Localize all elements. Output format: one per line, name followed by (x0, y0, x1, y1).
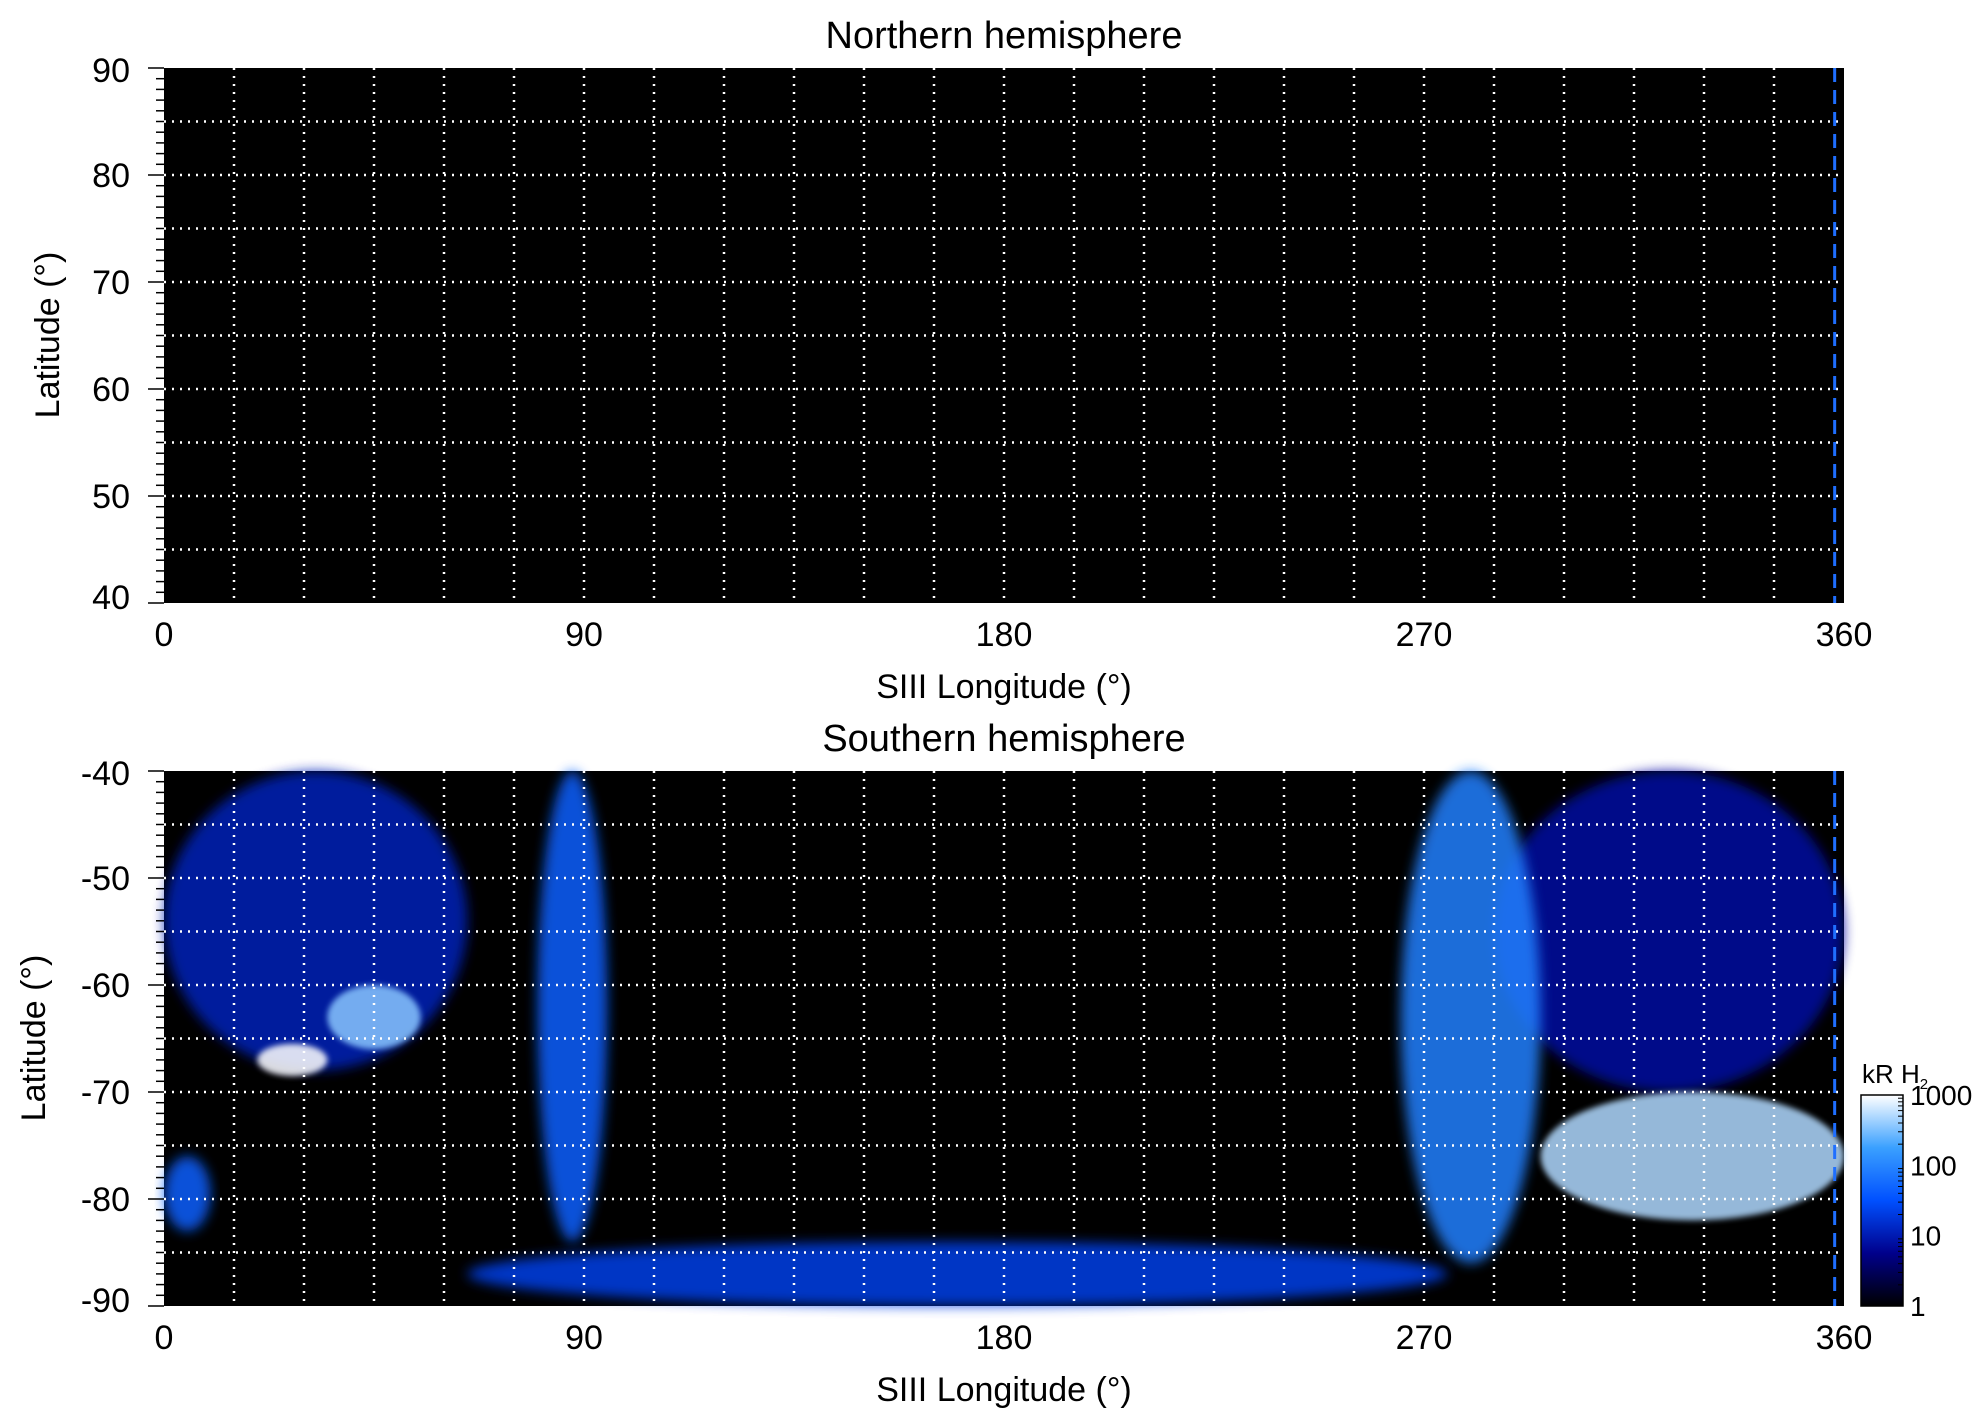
x-tick-label: 90 (565, 1319, 603, 1357)
grid (164, 68, 1844, 603)
y-minor-ticks (148, 770, 164, 1307)
colorbar-label: kR H2 (1862, 1059, 1928, 1093)
x-tick-labels: 0 90 180 270 360 (155, 616, 1873, 654)
emission-tongue-west (537, 771, 608, 1242)
emission-tongue-east (1400, 771, 1541, 1264)
emission-bright-spot-1 (257, 1043, 328, 1076)
x-tick-label: 360 (1816, 616, 1873, 654)
northern-hemisphere-panel: Northern hemisphere 0 90 180 270 360 40 50 60 7… (29, 15, 1872, 706)
colorbar-tick-label: 100 (1910, 1150, 1957, 1181)
y-axis-label: Latitude (°) (15, 955, 53, 1122)
chart-title: Northern hemisphere (826, 15, 1183, 57)
x-tick-label: 0 (155, 1319, 174, 1357)
y-tick-label: 70 (92, 264, 130, 302)
y-tick-label: 50 (92, 478, 130, 516)
x-axis-label: SIII Longitude (°) (876, 1371, 1132, 1409)
y-tick-labels: 40 50 60 70 80 90 (92, 52, 130, 617)
x-tick-labels: 0 90 180 270 360 (155, 1319, 1873, 1357)
y-tick-label: 90 (92, 52, 130, 90)
y-tick-label: -90 (81, 1282, 130, 1320)
colorbar-ticks: 1 10 100 1000 (1898, 1080, 1972, 1322)
y-minor-ticks (148, 67, 164, 604)
chart-title: Southern hemisphere (822, 718, 1185, 760)
x-tick-label: 90 (565, 616, 603, 654)
y-axis-label: Latitude (°) (29, 252, 67, 419)
x-tick-label: 180 (976, 616, 1033, 654)
colorbar-tick-label: 1000 (1910, 1080, 1972, 1111)
y-tick-label: -60 (81, 967, 130, 1005)
colorbar-gradient (1860, 1094, 1904, 1307)
y-tick-label: -40 (81, 755, 130, 793)
colorbar: kR H2 1 10 100 1000 (1860, 1059, 1972, 1322)
x-tick-label: 0 (155, 616, 174, 654)
x-tick-label: 360 (1816, 1319, 1873, 1357)
x-tick-label: 270 (1396, 1319, 1453, 1357)
emission-diffuse-background-west (163, 771, 468, 1071)
y-tick-label: -70 (81, 1074, 130, 1112)
x-tick-label: 270 (1396, 616, 1453, 654)
y-tick-label: 80 (92, 157, 130, 195)
emission-layer (163, 771, 1845, 1306)
y-tick-label: -50 (81, 860, 130, 898)
y-tick-label: 60 (92, 371, 130, 409)
emission-main-oval-arc (1540, 1092, 1845, 1221)
emission-polar-band (164, 1156, 211, 1232)
x-tick-label: 180 (976, 1319, 1033, 1357)
grid (164, 771, 1844, 1306)
emission-bright-spot-2 (327, 985, 421, 1050)
y-tick-label: -80 (81, 1181, 130, 1219)
emission-polar-fan (467, 1241, 1448, 1306)
southern-hemisphere-panel: Southern hemisphere 0 90 180 270 360 -40-50-… (15, 718, 1872, 1409)
y-tick-labels: -40 -50 -60 -70 -80 -90 (81, 755, 130, 1320)
colorbar-tick-label: 1 (1910, 1291, 1926, 1322)
x-axis-label: SIII Longitude (°) (876, 668, 1132, 706)
y-tick-label: 40 (92, 579, 130, 617)
colorbar-tick-label: 10 (1910, 1221, 1941, 1252)
